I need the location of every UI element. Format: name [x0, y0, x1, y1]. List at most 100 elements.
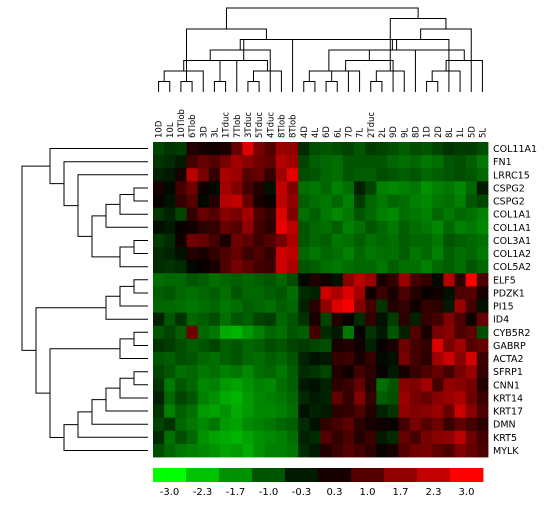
heatmap-cell: [153, 194, 165, 209]
heatmap-cell: [398, 220, 411, 235]
heatmap-cell: [220, 207, 232, 222]
heatmap-cell: [264, 430, 277, 445]
heatmap-cell: [476, 194, 489, 209]
heatmap-cell: [264, 299, 277, 314]
dendrogram-branch: [91, 399, 148, 425]
heatmap-cell: [409, 312, 422, 327]
heatmap-cell: [342, 430, 355, 445]
heatmap-cell: [153, 220, 165, 235]
heatmap-cell: [309, 443, 321, 458]
heatmap-cell: [354, 352, 366, 366]
heatmap-cell: [220, 286, 232, 300]
heatmap-cell: [164, 286, 176, 300]
heatmap-cell: [164, 430, 176, 445]
dendrogram-branch: [180, 81, 193, 92]
heatmap-cell: [186, 391, 199, 405]
heatmap-cell: [398, 417, 411, 432]
heatmap-cell: [409, 233, 422, 248]
heatmap-cell: [309, 352, 321, 366]
heatmap-cell: [309, 181, 321, 195]
color-scale-tick-label: -2.3: [193, 487, 213, 498]
heatmap-cell: [476, 233, 489, 248]
heatmap-cell: [376, 220, 388, 235]
heatmap-cell: [398, 233, 411, 248]
heatmap-cell: [242, 430, 254, 445]
heatmap-cell: [409, 299, 422, 314]
heatmap-cell: [465, 352, 478, 366]
heatmap-cell: [387, 378, 400, 392]
heatmap-cell: [432, 142, 444, 156]
column-label: 10D: [155, 120, 165, 138]
heatmap-cell: [208, 312, 221, 327]
heatmap-cell: [354, 378, 366, 392]
heatmap-cell: [309, 273, 321, 287]
heatmap-cell: [454, 338, 467, 353]
heatmap-cell: [309, 194, 321, 209]
heatmap-cell: [387, 404, 400, 419]
heatmap-cell: [387, 338, 400, 353]
column-label: 7Tlob: [233, 114, 243, 138]
heatmap-cell: [175, 181, 187, 195]
heatmap-cell: [365, 365, 377, 379]
heatmap-cell: [164, 260, 176, 274]
heatmap-cell: [242, 391, 254, 405]
heatmap-cell: [186, 207, 199, 222]
heatmap-cell: [432, 247, 444, 261]
color-scale-swatch: [252, 468, 286, 482]
heatmap-cell: [376, 273, 388, 287]
heatmap-cell: [153, 260, 165, 274]
heatmap-cell: [298, 220, 310, 235]
heatmap-cell: [398, 194, 411, 209]
heatmap-cell: [186, 155, 199, 169]
heatmap-cell: [275, 338, 288, 353]
heatmap-cell: [331, 273, 344, 287]
heatmap-cell: [331, 417, 344, 432]
heatmap-cell: [309, 155, 321, 169]
heatmap-cell: [220, 220, 232, 235]
heatmap-cell: [376, 247, 388, 261]
heatmap-cell: [309, 260, 321, 274]
heatmap-cell: [398, 155, 411, 169]
heatmap-cell: [242, 378, 254, 392]
heatmap-cell: [320, 168, 333, 182]
heatmap-cell: [153, 443, 165, 458]
heatmap-cell: [465, 155, 478, 169]
heatmap-cell: [242, 181, 254, 195]
heatmap-cell: [331, 443, 344, 458]
heatmap-cell: [432, 338, 444, 353]
heatmap-cell: [454, 168, 467, 182]
column-label: 5D: [467, 126, 477, 138]
heatmap-cell: [298, 194, 310, 209]
heatmap-cell: [320, 365, 333, 379]
heatmap-cell: [298, 325, 310, 340]
heatmap-cell: [409, 430, 422, 445]
row-label: COL1A1: [493, 223, 531, 234]
heatmap-cell: [331, 260, 344, 274]
heatmap-cell: [398, 312, 411, 327]
heatmap-cell: [253, 404, 266, 419]
heatmap-cell: [454, 142, 467, 156]
heatmap-cell: [153, 181, 165, 195]
heatmap-cell: [398, 247, 411, 261]
heatmap-cell: [220, 142, 232, 156]
heatmap-cell: [186, 142, 199, 156]
heatmap-cell: [264, 338, 277, 353]
heatmap-cell: [365, 443, 377, 458]
heatmap-cell: [454, 352, 467, 366]
heatmap-cell: [476, 391, 489, 405]
heatmap-cell: [186, 365, 199, 379]
heatmap-cell: [409, 443, 422, 458]
heatmap-cell: [298, 430, 310, 445]
heatmap-cell: [365, 299, 377, 314]
heatmap-cell: [454, 286, 467, 300]
heatmap-cell: [421, 220, 433, 235]
column-label: 4L: [311, 128, 321, 138]
heatmap-cell: [454, 325, 467, 340]
heatmap-cell: [175, 273, 187, 287]
heatmap-cell: [298, 378, 310, 392]
heatmap-cell: [264, 312, 277, 327]
heatmap-cell: [476, 299, 489, 314]
heatmap-cell: [443, 299, 455, 314]
heatmap-cell: [264, 417, 277, 432]
dendrogram-branch: [63, 161, 148, 207]
